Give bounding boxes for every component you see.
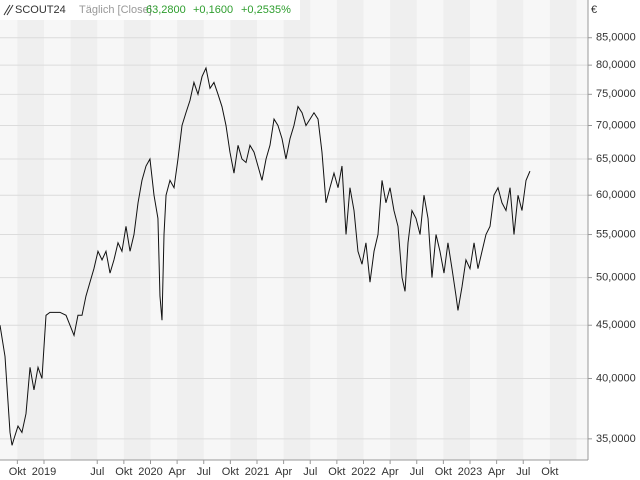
y-tick-label: 45,0000 — [596, 319, 636, 331]
x-tick-label: Okt — [222, 466, 239, 478]
y-tick-label: 40,0000 — [596, 372, 636, 384]
x-tick-label: 2022 — [351, 466, 375, 478]
x-tick-label: Jul — [197, 466, 211, 478]
x-tick-label: 2023 — [458, 466, 482, 478]
x-tick-label: Okt — [115, 466, 132, 478]
x-tick-label: Okt — [328, 466, 345, 478]
x-tick-label: Okt — [435, 466, 452, 478]
x-tick-label: Apr — [169, 466, 186, 478]
x-tick-label: 2019 — [32, 466, 56, 478]
last-value: 63,2800 — [146, 4, 186, 16]
x-tick-label: Apr — [382, 466, 399, 478]
x-tick-label: Apr — [275, 466, 292, 478]
x-tick-label: Apr — [488, 466, 505, 478]
quarter-band — [177, 0, 204, 460]
price-line — [0, 66, 531, 446]
x-tick-label: Okt — [541, 466, 558, 478]
y-tick-label: 35,0000 — [596, 433, 636, 445]
change: +0,1600 — [193, 4, 233, 16]
quarter-band — [496, 0, 524, 460]
y-tick-label: 50,0000 — [596, 272, 636, 284]
x-tick-label: 2020 — [138, 466, 162, 478]
x-tick-label: Jul — [90, 466, 104, 478]
header-background — [0, 0, 300, 20]
y-tick-label: 85,0000 — [596, 32, 636, 44]
x-tick-label: Jul — [303, 466, 317, 478]
chart-title: SCOUT24 — [15, 4, 66, 16]
x-tick-label: Okt — [9, 466, 26, 478]
y-tick-label: 80,0000 — [596, 59, 636, 71]
quarter-band — [230, 0, 257, 460]
y-tick-label: 65,0000 — [596, 153, 636, 165]
change-pct: +0,2535% — [241, 4, 291, 16]
x-tick-label: 2021 — [245, 466, 269, 478]
y-tick-label: 75,0000 — [596, 88, 636, 100]
quarter-band — [70, 0, 98, 460]
y-tick-label: 60,0000 — [596, 189, 636, 201]
quarter-band — [549, 0, 577, 460]
chart-subtitle: Täglich [Close] — [79, 4, 152, 16]
chart-icon — [3, 4, 14, 16]
y-tick-label: 55,0000 — [596, 228, 636, 240]
quarter-band — [443, 0, 470, 460]
y-unit: € — [591, 4, 597, 16]
quarter-band — [17, 0, 44, 460]
quarter-band — [336, 0, 364, 460]
x-tick-label: Jul — [410, 466, 424, 478]
quarter-band — [390, 0, 417, 460]
quarter-band — [123, 0, 151, 460]
y-tick-label: 70,0000 — [596, 119, 636, 131]
quarter-band — [283, 0, 311, 460]
x-tick-label: Jul — [516, 466, 530, 478]
